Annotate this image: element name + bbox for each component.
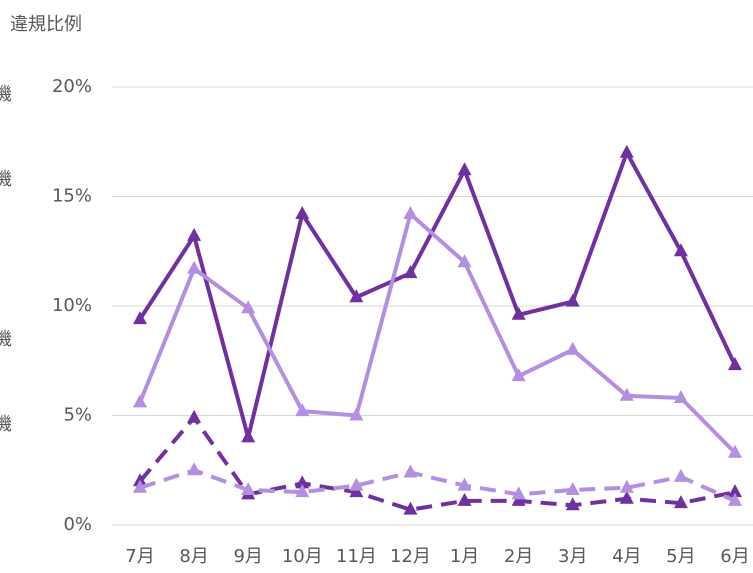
point-marker <box>187 409 202 423</box>
point-marker <box>241 429 256 443</box>
point-marker <box>728 492 742 506</box>
legend-label: 機 <box>0 169 12 190</box>
chart-title: 違規比例 <box>10 14 82 35</box>
point-marker <box>133 311 147 325</box>
point-marker <box>457 162 472 176</box>
y-tick-label: 10% <box>52 295 92 316</box>
point-marker <box>565 481 580 495</box>
point-marker <box>349 289 364 303</box>
point-marker <box>728 484 742 498</box>
point-marker <box>511 306 526 320</box>
point-marker <box>673 243 688 257</box>
point-marker <box>619 387 634 401</box>
x-tick-label: 5月 <box>666 546 695 567</box>
point-marker <box>295 484 310 498</box>
point-marker <box>511 492 526 506</box>
point-marker <box>457 254 472 268</box>
point-marker <box>457 492 472 506</box>
point-marker <box>728 444 742 458</box>
point-marker <box>187 462 202 476</box>
point-marker <box>565 341 580 355</box>
point-marker <box>403 501 418 515</box>
point-marker <box>619 479 634 493</box>
series-line <box>139 468 736 503</box>
x-tick-label: 9月 <box>233 546 262 567</box>
point-marker <box>673 495 688 509</box>
x-tick-label: 1月 <box>450 546 479 567</box>
point-marker <box>349 484 364 498</box>
point-marker <box>457 477 472 491</box>
x-tick-label: 3月 <box>558 546 587 567</box>
x-tick-label: 11月 <box>336 546 377 567</box>
y-tick-label: 15% <box>52 186 92 207</box>
point-marker <box>403 464 418 478</box>
y-tick-label: 20% <box>52 76 92 97</box>
point-marker <box>619 144 634 158</box>
x-tick-label: 10月 <box>282 546 323 567</box>
point-marker <box>403 265 418 279</box>
x-tick-label: 7月 <box>125 546 154 567</box>
point-marker <box>187 260 202 274</box>
point-marker <box>511 486 526 500</box>
x-tick-label: 12月 <box>390 546 431 567</box>
legend-label: 機 <box>0 329 12 350</box>
y-tick-label: 5% <box>63 405 92 426</box>
point-marker <box>133 479 147 493</box>
x-tick-label: 6月 <box>720 546 749 567</box>
point-marker <box>673 468 688 482</box>
point-marker <box>403 206 418 220</box>
point-marker <box>133 394 147 408</box>
point-marker <box>349 477 364 491</box>
point-marker <box>565 293 580 307</box>
x-tick-label: 2月 <box>504 546 533 567</box>
point-marker <box>241 481 256 495</box>
legend-label: 機 <box>0 84 12 105</box>
point-marker <box>619 490 634 504</box>
point-marker <box>241 300 256 314</box>
point-marker <box>728 357 742 371</box>
x-tick-label: 8月 <box>179 546 208 567</box>
legend-label: 機 <box>0 414 12 435</box>
point-marker <box>187 227 202 241</box>
point-marker <box>511 368 526 382</box>
point-marker <box>295 475 310 489</box>
series-line <box>138 212 737 455</box>
point-marker <box>673 389 688 403</box>
x-tick-label: 4月 <box>612 546 641 567</box>
point-marker <box>295 206 310 220</box>
point-marker <box>295 403 310 417</box>
series-line <box>138 150 737 440</box>
y-tick-label: 0% <box>63 514 92 535</box>
point-marker <box>349 407 364 421</box>
series-line <box>138 415 736 512</box>
point-marker <box>133 473 147 487</box>
point-marker <box>565 497 580 511</box>
